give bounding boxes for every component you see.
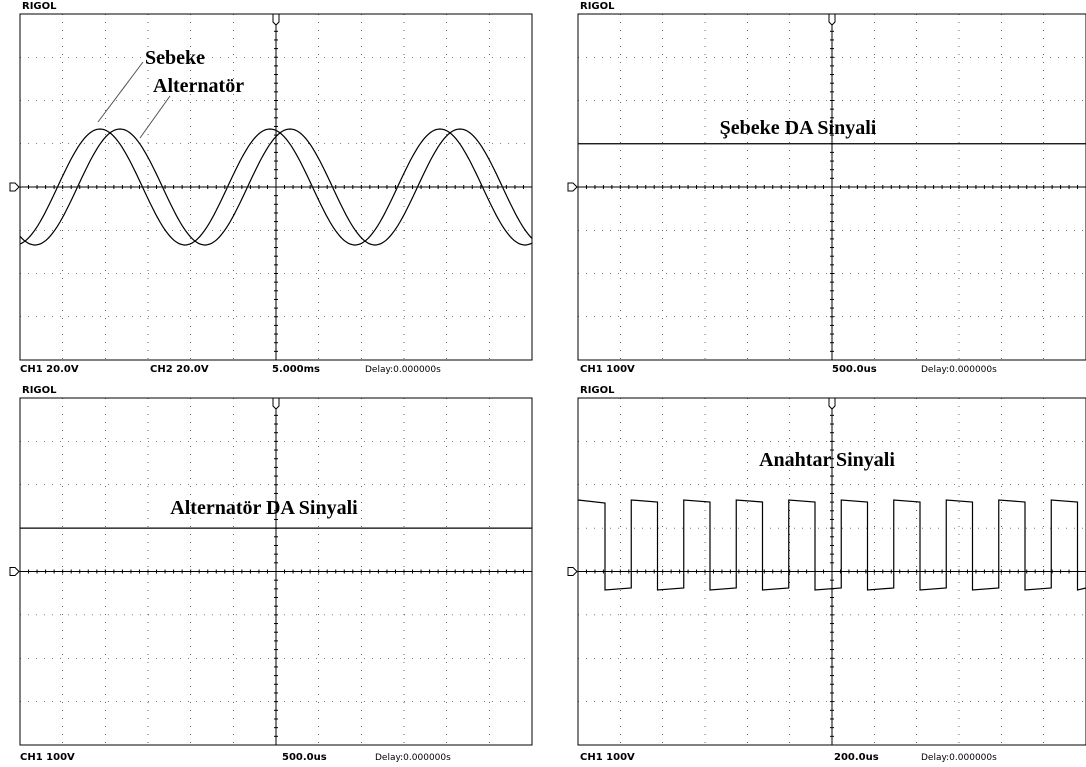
brand: RIGOL xyxy=(580,385,615,396)
status-text: Delay:0.000000s xyxy=(375,753,451,763)
status-text: 5.000ms xyxy=(272,364,320,375)
trigger-marker xyxy=(829,14,835,25)
channel-marker xyxy=(568,568,577,576)
brand: RIGOL xyxy=(580,1,615,12)
brand: RIGOL xyxy=(22,385,57,396)
status-text: 200.0us xyxy=(834,752,879,763)
status-text: CH1 20.0V xyxy=(20,364,79,375)
annotation: Anahtar Sinyali xyxy=(759,449,895,471)
annotation: Alternatör DA Sinyali xyxy=(170,497,358,519)
trigger-marker xyxy=(273,398,279,409)
annotation: Şebeke DA Sinyali xyxy=(720,117,877,139)
status-text: 500.0us xyxy=(832,364,877,375)
brand: RIGOL xyxy=(22,1,57,12)
status-text: CH1 100V xyxy=(580,752,635,763)
page: {"panels":[ {"brand":"RIGOL","labels":["… xyxy=(0,0,1086,767)
trigger-marker xyxy=(829,398,835,409)
annotation: Sebeke xyxy=(145,47,205,69)
status-text: CH1 100V xyxy=(580,364,635,375)
status-text: Delay:0.000000s xyxy=(921,753,997,763)
annotation: Alternatör xyxy=(153,75,244,97)
channel-marker xyxy=(10,568,19,576)
status-text: Delay:0.000000s xyxy=(365,365,441,375)
channel-marker xyxy=(10,183,19,191)
trigger-marker xyxy=(273,14,279,25)
status-text: CH1 100V xyxy=(20,752,75,763)
status-text: 500.0us xyxy=(282,752,327,763)
status-text: Delay:0.000000s xyxy=(921,365,997,375)
status-text: CH2 20.0V xyxy=(150,364,209,375)
channel-marker xyxy=(568,183,577,191)
screen: RIGOL Sebeke Alternatör CH1 20.0V CH2 20.0V 5… xyxy=(0,0,1086,767)
